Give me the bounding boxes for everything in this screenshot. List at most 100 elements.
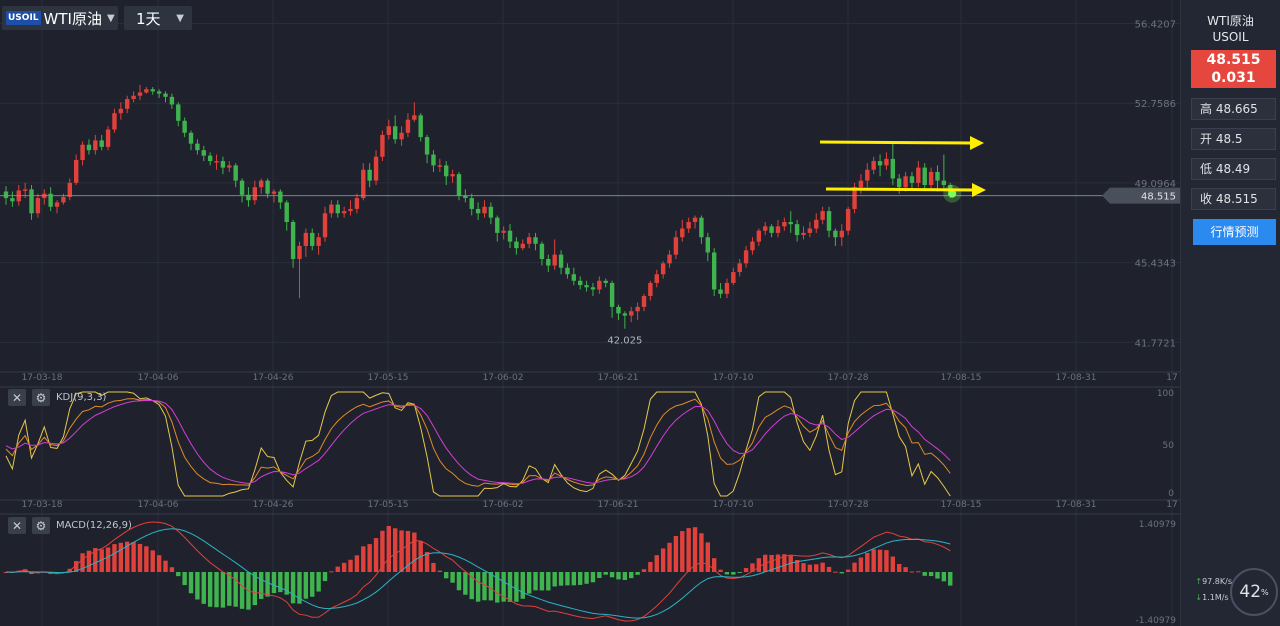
macd-histogram-bar <box>514 572 519 602</box>
interval-selector[interactable]: 1天 ▼ <box>124 6 192 30</box>
candle-body <box>552 254 557 266</box>
macd-histogram-bar <box>756 558 762 572</box>
macd-histogram-bar <box>635 572 640 575</box>
macd-histogram-bar <box>220 572 226 608</box>
date-tick-label: 17-05-15 <box>368 500 409 510</box>
price-tick-label: 52.7586 <box>1135 99 1176 110</box>
macd-histogram-bar <box>233 572 238 607</box>
macd-histogram-bar <box>386 525 391 572</box>
candle-body <box>118 108 124 114</box>
candle-body <box>839 230 844 238</box>
macd-histogram-bar <box>565 572 570 586</box>
macd-histogram-bar <box>603 572 608 575</box>
candle-body <box>769 226 774 233</box>
candle-body <box>335 204 340 214</box>
macd-histogram-bar <box>341 562 347 572</box>
candle-body <box>67 182 72 197</box>
date-tick-label: 17-04-26 <box>253 500 294 510</box>
candle-body <box>884 158 889 166</box>
candle-body <box>61 196 66 203</box>
macd-histogram-bar <box>648 561 653 572</box>
candle-body <box>431 154 436 166</box>
chart-svg[interactable]: 17-03-18 17-03-18 17-04-06 17-04-06 17-04-26… <box>0 0 1180 626</box>
candle-body <box>284 202 289 222</box>
candle-body <box>367 169 372 181</box>
candle-body <box>724 282 730 294</box>
macd-histogram-bar <box>495 572 500 603</box>
close-icon[interactable]: ✕ <box>8 517 26 534</box>
candle-body <box>814 219 819 229</box>
close-icon[interactable]: ✕ <box>8 389 26 406</box>
stat-open: 开 48.5 <box>1191 128 1276 150</box>
date-tick-label: 17-04-06 <box>138 500 179 510</box>
date-tick-label: 17-05-15 <box>368 373 409 383</box>
candle-body <box>463 195 468 199</box>
candle-body <box>227 165 232 168</box>
gear-icon[interactable]: ⚙ <box>32 389 50 406</box>
macd-histogram-bar <box>207 572 213 607</box>
chart-area[interactable]: 17-03-18 17-03-18 17-04-06 17-04-06 17-04-26… <box>0 0 1180 626</box>
macd-histogram-bar <box>112 544 117 572</box>
macd-histogram-bar <box>488 572 494 601</box>
candle-body <box>412 115 417 120</box>
macd-histogram-bar <box>156 555 162 572</box>
date-tick-label: 17-07-28 <box>828 373 869 383</box>
candle-body <box>718 289 723 294</box>
macd-histogram-bar <box>412 532 417 572</box>
macd-histogram-bar <box>877 549 883 572</box>
predict-button[interactable]: 行情预测 <box>1193 219 1276 245</box>
candle-body <box>316 237 321 246</box>
macd-histogram-bar <box>794 560 800 572</box>
candle-body <box>392 126 398 140</box>
macd-histogram-bar <box>667 542 672 572</box>
candle-body <box>386 126 391 135</box>
kdj-d-line <box>5 399 951 485</box>
macd-histogram-bar <box>941 572 947 582</box>
symbol-selector[interactable]: USOIL WTI原油 ▼ <box>2 6 118 30</box>
candle-body <box>456 174 462 196</box>
candle-body <box>877 161 883 166</box>
candle-body <box>775 226 781 233</box>
candle-body <box>635 306 640 312</box>
candle-body <box>909 176 915 183</box>
macd-histogram-bar <box>839 572 844 574</box>
macd-histogram-bar <box>469 572 474 600</box>
candle-body <box>858 180 864 188</box>
macd-histogram-bar <box>686 528 691 572</box>
candle-body <box>648 282 653 296</box>
macd-histogram-bar <box>507 572 513 602</box>
candle-body <box>578 280 583 286</box>
macd-histogram-bar <box>641 569 647 572</box>
arrow-annotation <box>825 187 975 192</box>
cpu-gauge[interactable]: 42% <box>1230 568 1278 616</box>
download-unit: M/s <box>1214 593 1229 602</box>
candle-body <box>928 171 934 185</box>
macd-histogram-bar <box>131 542 136 572</box>
candle-body <box>852 187 857 209</box>
candle-body <box>660 263 666 275</box>
candle-body <box>826 211 832 231</box>
candle-body <box>176 104 181 121</box>
macd-histogram-bar <box>558 572 564 586</box>
gear-icon[interactable]: ⚙ <box>32 517 50 534</box>
macd-histogram-bar <box>871 549 876 572</box>
macd-histogram-bar <box>118 542 124 572</box>
macd-histogram-bar <box>482 572 487 601</box>
macd-histogram-bar <box>826 566 832 572</box>
macd-histogram-bar <box>890 556 896 572</box>
current-price-tag <box>1102 187 1180 204</box>
candle-body <box>903 176 908 188</box>
macd-header: ✕ ⚙ MACD(12,26,9) <box>8 517 132 534</box>
candle-body <box>609 282 615 307</box>
kdj-j-line <box>5 391 951 497</box>
candle-body <box>616 306 621 314</box>
macd-histogram-bar <box>546 572 551 591</box>
candle-body <box>271 191 277 194</box>
candle-body <box>163 93 168 97</box>
macd-histogram-bar <box>252 572 258 606</box>
candle-body <box>711 252 717 290</box>
candle-body <box>737 263 742 273</box>
macd-tick-label: 1.40979 <box>1139 520 1176 530</box>
date-tick-label: 17-06-21 <box>598 373 639 383</box>
macd-histogram-bar <box>852 562 857 572</box>
